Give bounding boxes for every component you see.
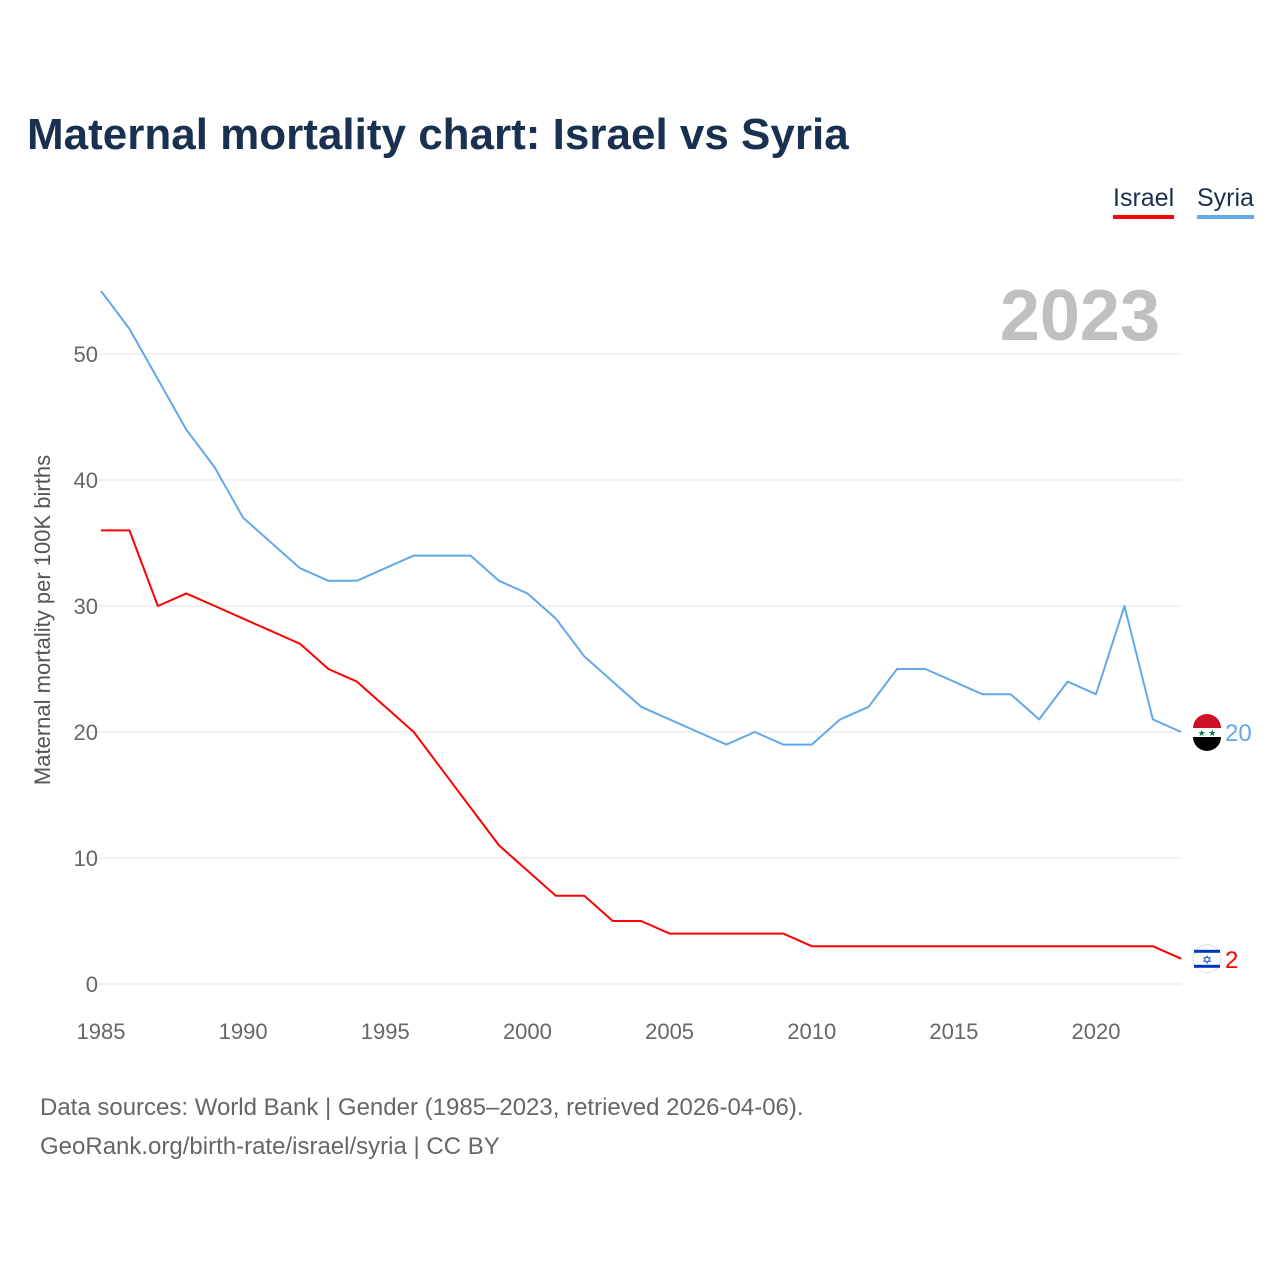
israel-flag-star: ✡ — [1202, 953, 1212, 967]
series-line-syria — [100, 290, 1182, 746]
y-tick-label: 20 — [74, 720, 98, 745]
source-line-2[interactable]: GeoRank.org/birth-rate/israel/syria | CC… — [40, 1133, 500, 1160]
x-tick-label: 1995 — [361, 1019, 410, 1044]
legend-israel[interactable]: Israel — [1113, 184, 1175, 219]
source-line-1: Data sources: World Bank | Gender (1985–… — [40, 1094, 804, 1121]
syria-flag-black — [1193, 737, 1221, 751]
end-value-label-syria: 20 — [1225, 720, 1252, 747]
y-tick-label: 40 — [74, 468, 98, 493]
series-line-israel — [101, 529, 1182, 960]
israel-flag-stripe — [1194, 964, 1220, 968]
legend-syria[interactable]: Syria — [1197, 184, 1254, 219]
source-note: Data sources: World Bank | Gender (1985–… — [40, 1088, 804, 1166]
syria-flag-red — [1193, 714, 1221, 728]
chart-title: Maternal mortality chart: Israel vs Syri… — [27, 110, 849, 159]
x-tick-label: 2010 — [787, 1019, 836, 1044]
israel-flag-stripe — [1194, 949, 1220, 953]
x-tick-label: 2000 — [503, 1019, 552, 1044]
end-value-label-israel: 2 — [1225, 947, 1238, 974]
x-tick-label: 2015 — [929, 1019, 978, 1044]
x-tick-label: 1990 — [219, 1019, 268, 1044]
y-tick-label: 0 — [86, 972, 98, 997]
x-tick-label: 2005 — [645, 1019, 694, 1044]
year-label: 2023 — [1000, 276, 1160, 356]
y-tick-label: 10 — [74, 846, 98, 871]
y-tick-label: 50 — [74, 342, 98, 367]
x-tick-label: 1985 — [77, 1019, 126, 1044]
y-tick-label: 30 — [74, 594, 98, 619]
x-tick-label: 2020 — [1072, 1019, 1121, 1044]
y-axis-label: Maternal mortality per 100K births — [30, 455, 55, 785]
syria-flag-stars: ★ ★ — [1198, 728, 1217, 738]
